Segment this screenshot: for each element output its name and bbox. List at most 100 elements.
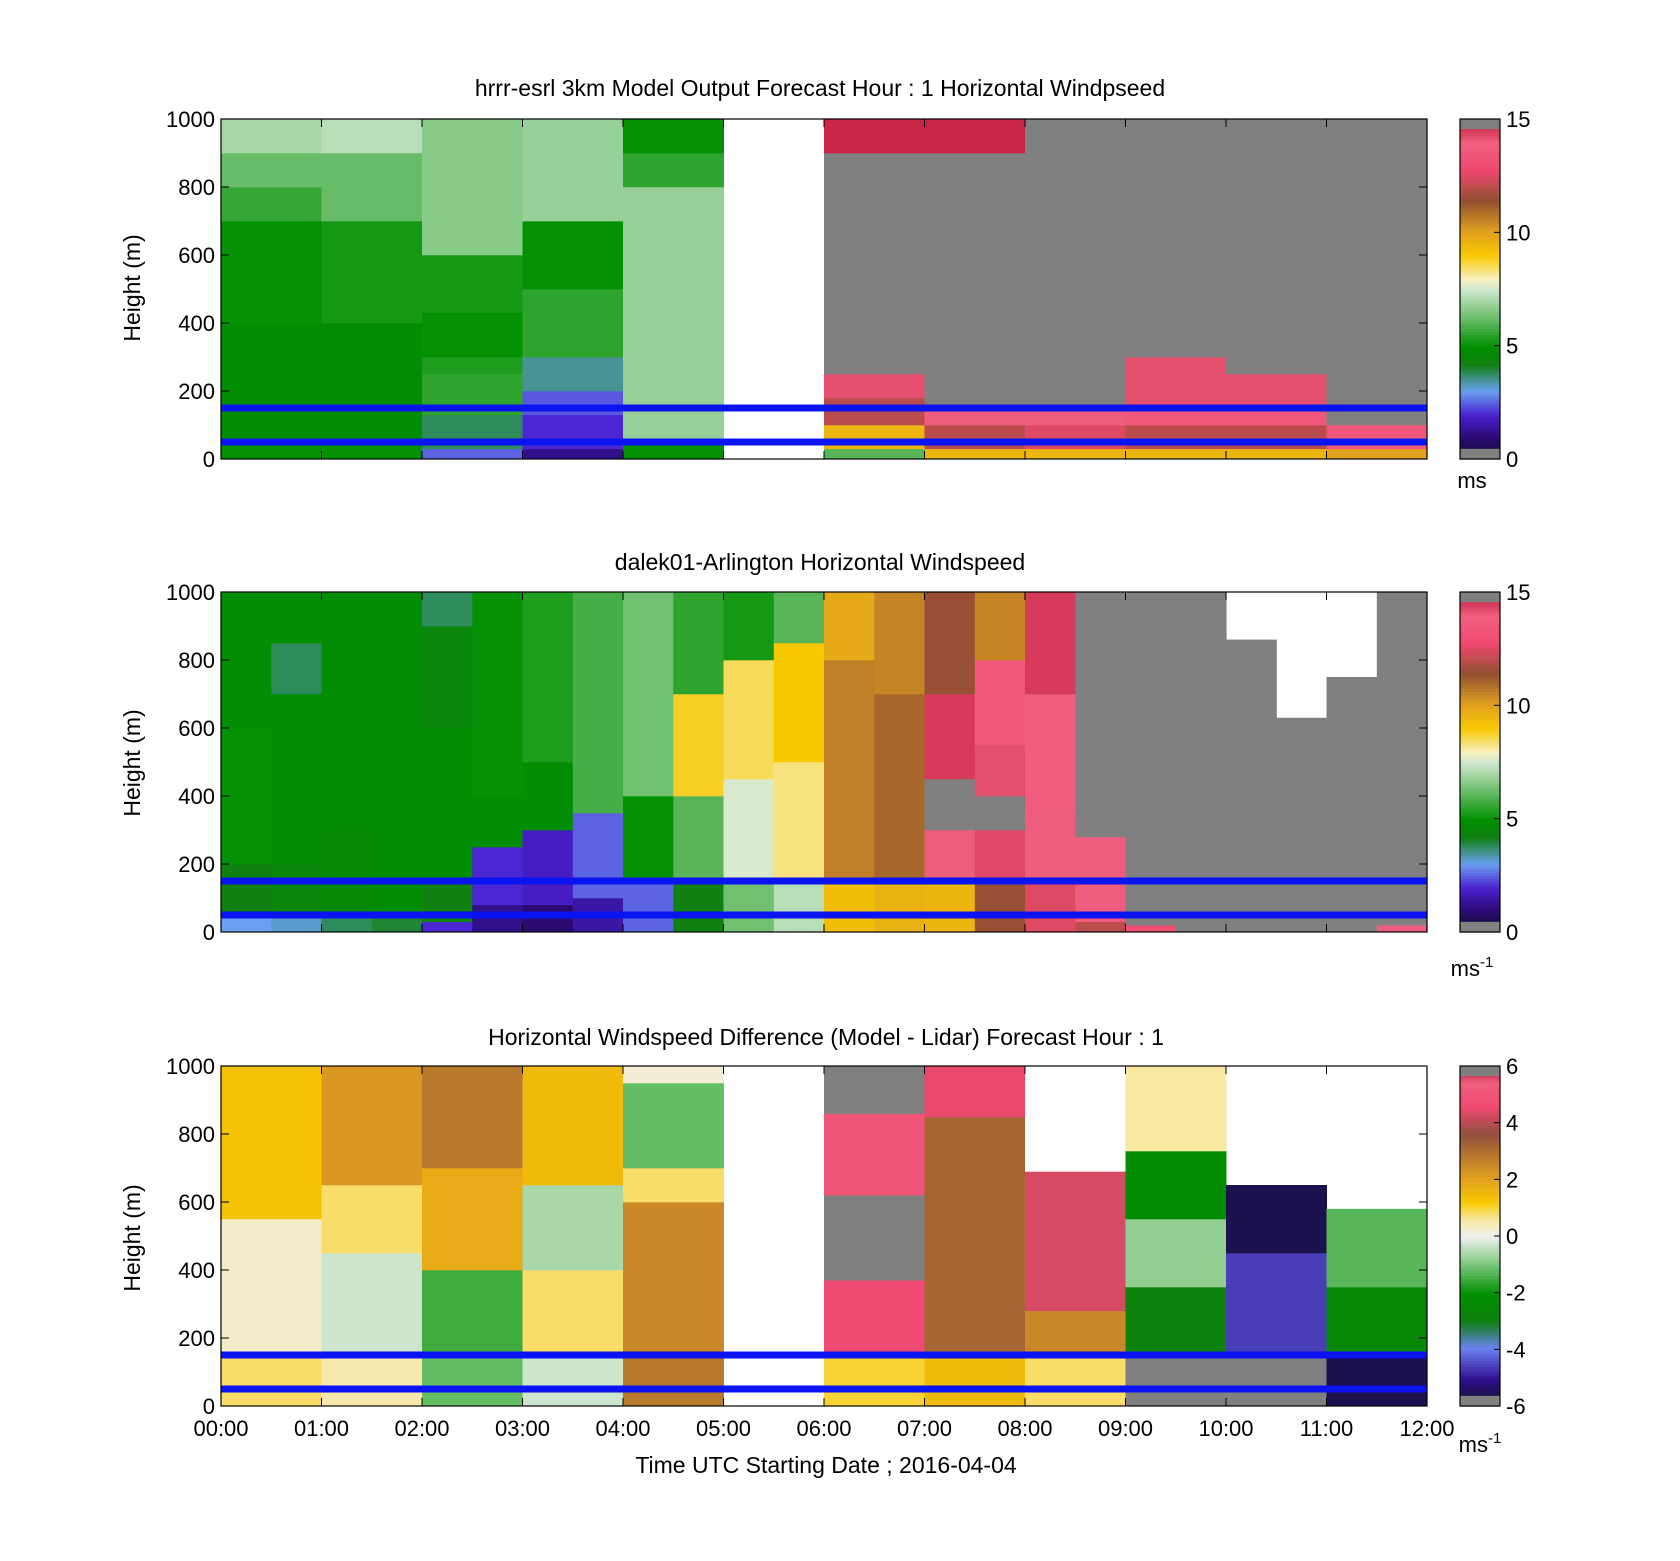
colorbar-segment: [1460, 1247, 1500, 1251]
y-tick-label: 600: [178, 243, 215, 268]
y-tick-label: 400: [178, 1258, 215, 1283]
colorbar-segment: [1460, 1219, 1500, 1223]
colorbar-segment: [1460, 1233, 1500, 1237]
colorbar-segment: [1460, 317, 1500, 321]
colorbar-under-cap: [1460, 921, 1500, 932]
colorbar-segment: [1460, 1275, 1500, 1280]
colorbar-segment: [1460, 739, 1500, 743]
colorbar-segment: [1460, 1148, 1500, 1152]
colorbar-under-cap: [1460, 1395, 1500, 1406]
heatmap-cell: [422, 255, 523, 314]
x-tick-label: 07:00: [897, 1416, 952, 1441]
colorbar-segment: [1460, 1386, 1500, 1390]
colorbar-segment: [1460, 374, 1500, 378]
colorbar-segment: [1460, 164, 1500, 168]
colorbar-over-cap: [1460, 1066, 1500, 1077]
colorbar-segment: [1460, 762, 1500, 766]
colorbar-segment: [1460, 626, 1500, 630]
heatmap-cell: [522, 357, 624, 392]
colorbar-segment: [1460, 303, 1500, 307]
heatmap-cell: [472, 847, 524, 906]
colorbar-segment: [1460, 1369, 1500, 1373]
heatmap-cell: [924, 153, 1026, 409]
heatmap-cell: [1025, 694, 1076, 814]
colorbar-segment: [1460, 1270, 1500, 1274]
heatmap-cell: [824, 881, 875, 933]
colorbar-segment: [1460, 1224, 1500, 1229]
colorbar-segment: [1460, 1284, 1500, 1288]
colorbar-segment: [1460, 844, 1500, 848]
panel-difference-colorbar: -6 -4 -2 0 2 4 6: [1459, 1054, 1526, 1419]
colorbar-segment: [1460, 410, 1500, 415]
y-tick-label: 800: [178, 648, 215, 673]
colorbar-segment: [1460, 614, 1500, 619]
colorbar-frame: [1459, 118, 1501, 460]
heatmap-cell: [522, 1355, 624, 1407]
heatmap-cell: [321, 153, 423, 222]
colorbar-segment: [1460, 1329, 1500, 1333]
colorbar-segment: [1460, 260, 1500, 265]
heatmap-cell: [1075, 592, 1127, 838]
heatmap-cell: [221, 1219, 322, 1356]
panel-difference-xlabel: Time UTC Starting Date ; 2016-04-04: [635, 1452, 1017, 1478]
colorbar-segment: [1460, 1253, 1500, 1257]
colorbar-segment: [1460, 232, 1500, 236]
heatmap-cell: [1025, 119, 1126, 409]
heatmap-cell: [1025, 408, 1126, 426]
heatmap-cell: [221, 119, 322, 154]
heatmap-cell: [1075, 921, 1127, 933]
colorbar-segment: [1460, 1258, 1500, 1263]
colorbar-segment: [1460, 255, 1500, 259]
colorbar-segment: [1460, 645, 1500, 650]
heatmap-cell: [472, 592, 524, 797]
heatmap-cell: [723, 592, 775, 661]
heatmap-cell: [824, 1195, 925, 1281]
colorbar-segment: [1460, 917, 1500, 922]
colorbar-segment: [1460, 422, 1500, 426]
y-tick-label: 1000: [166, 107, 215, 132]
colorbar-segment: [1460, 872, 1500, 876]
colorbar-segment: [1460, 1241, 1500, 1246]
heatmap-cell: [522, 119, 624, 222]
colorbar-segment: [1460, 824, 1500, 828]
heatmap-cell: [673, 881, 725, 933]
colorbar-segment: [1460, 1332, 1500, 1336]
colorbar-segment: [1460, 1298, 1500, 1302]
colorbar-segment: [1460, 1119, 1500, 1124]
colorbar-segment: [1460, 606, 1500, 610]
colorbar-segment: [1460, 334, 1500, 338]
heatmap-cell: [522, 830, 574, 906]
colorbar-segment: [1460, 1383, 1500, 1387]
heatmap-cell: [422, 626, 473, 729]
colorbar-segment: [1460, 742, 1500, 746]
heatmap-cell: [924, 694, 976, 780]
colorbar-segment: [1460, 1122, 1500, 1127]
colorbar-tick-label: 15: [1506, 107, 1530, 132]
colorbar-segment: [1460, 269, 1500, 273]
colorbar-segment: [1460, 685, 1500, 689]
colorbar-segment: [1460, 679, 1500, 684]
heatmap-cell: [623, 1066, 724, 1084]
colorbar-segment: [1460, 320, 1500, 324]
colorbar-segment: [1460, 385, 1500, 389]
heatmap-cell: [572, 813, 624, 899]
colorbar-segment: [1460, 127, 1500, 131]
colorbar-segment: [1460, 807, 1500, 811]
colorbar-segment: [1460, 393, 1500, 398]
heatmap-cell: [874, 694, 926, 882]
panel-lidar-colorbar-units: ms-1: [1451, 954, 1494, 981]
colorbar-segment: [1460, 1372, 1500, 1376]
colorbar-segment: [1460, 158, 1500, 163]
colorbar-segment: [1460, 147, 1500, 151]
colorbar-segment: [1460, 1182, 1500, 1186]
colorbar-segment: [1460, 1355, 1500, 1359]
colorbar-tick-label: -2: [1506, 1281, 1526, 1306]
colorbar-segment: [1460, 855, 1500, 859]
colorbar-segment: [1460, 175, 1500, 180]
colorbar-segment: [1460, 413, 1500, 418]
colorbar-segment: [1460, 1272, 1500, 1277]
colorbar-segment: [1460, 1170, 1500, 1175]
colorbar-segment: [1460, 1281, 1500, 1285]
x-tick-label: 11:00: [1300, 1416, 1353, 1441]
y-tick-label: 0: [203, 447, 215, 472]
